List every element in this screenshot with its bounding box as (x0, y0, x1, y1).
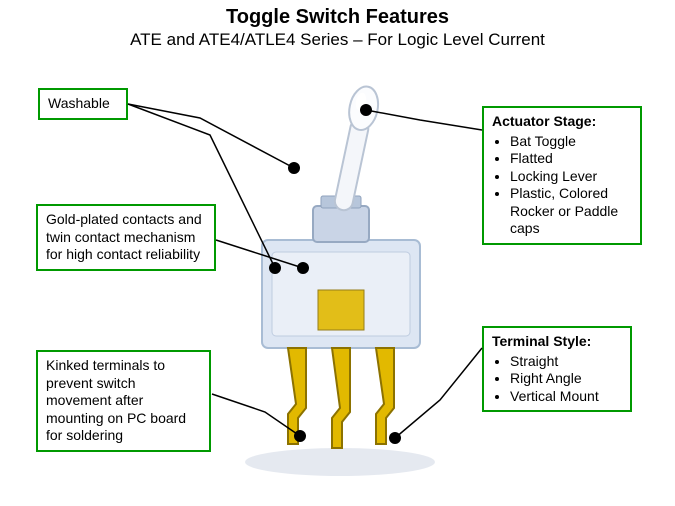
callout-kinked-terminals: Kinked terminals to prevent switch movem… (36, 350, 211, 452)
list-item: Bat Toggle (510, 133, 632, 151)
diagram-stage: Toggle Switch Features ATE and ATE4/ATLE… (0, 0, 675, 506)
callout-actuator-list: Bat Toggle Flatted Locking Lever Plastic… (492, 133, 632, 238)
callout-terminal-style: Terminal Style: Straight Right Angle Ver… (482, 326, 632, 412)
callout-terminal-heading: Terminal Style: (492, 333, 591, 349)
callout-washable: Washable (38, 88, 128, 120)
list-item: Straight (510, 353, 622, 371)
callout-contacts: Gold-plated contacts and twin contact me… (36, 204, 216, 271)
page-subtitle: ATE and ATE4/ATLE4 Series – For Logic Le… (0, 30, 675, 50)
list-item: Vertical Mount (510, 388, 622, 406)
callout-actuator-stage: Actuator Stage: Bat Toggle Flatted Locki… (482, 106, 642, 245)
list-item: Locking Lever (510, 168, 632, 186)
callout-washable-label: Washable (48, 95, 118, 113)
callout-terminal-list: Straight Right Angle Vertical Mount (492, 353, 622, 406)
callout-actuator-heading: Actuator Stage: (492, 113, 596, 129)
list-item: Right Angle (510, 370, 622, 388)
list-item: Plastic, Colored Rocker or Paddle caps (510, 185, 632, 238)
list-item: Flatted (510, 150, 632, 168)
callout-contacts-label: Gold-plated contacts and twin contact me… (46, 211, 206, 264)
callout-kinked-label: Kinked terminals to prevent switch movem… (46, 357, 201, 445)
page-title: Toggle Switch Features (0, 6, 675, 29)
